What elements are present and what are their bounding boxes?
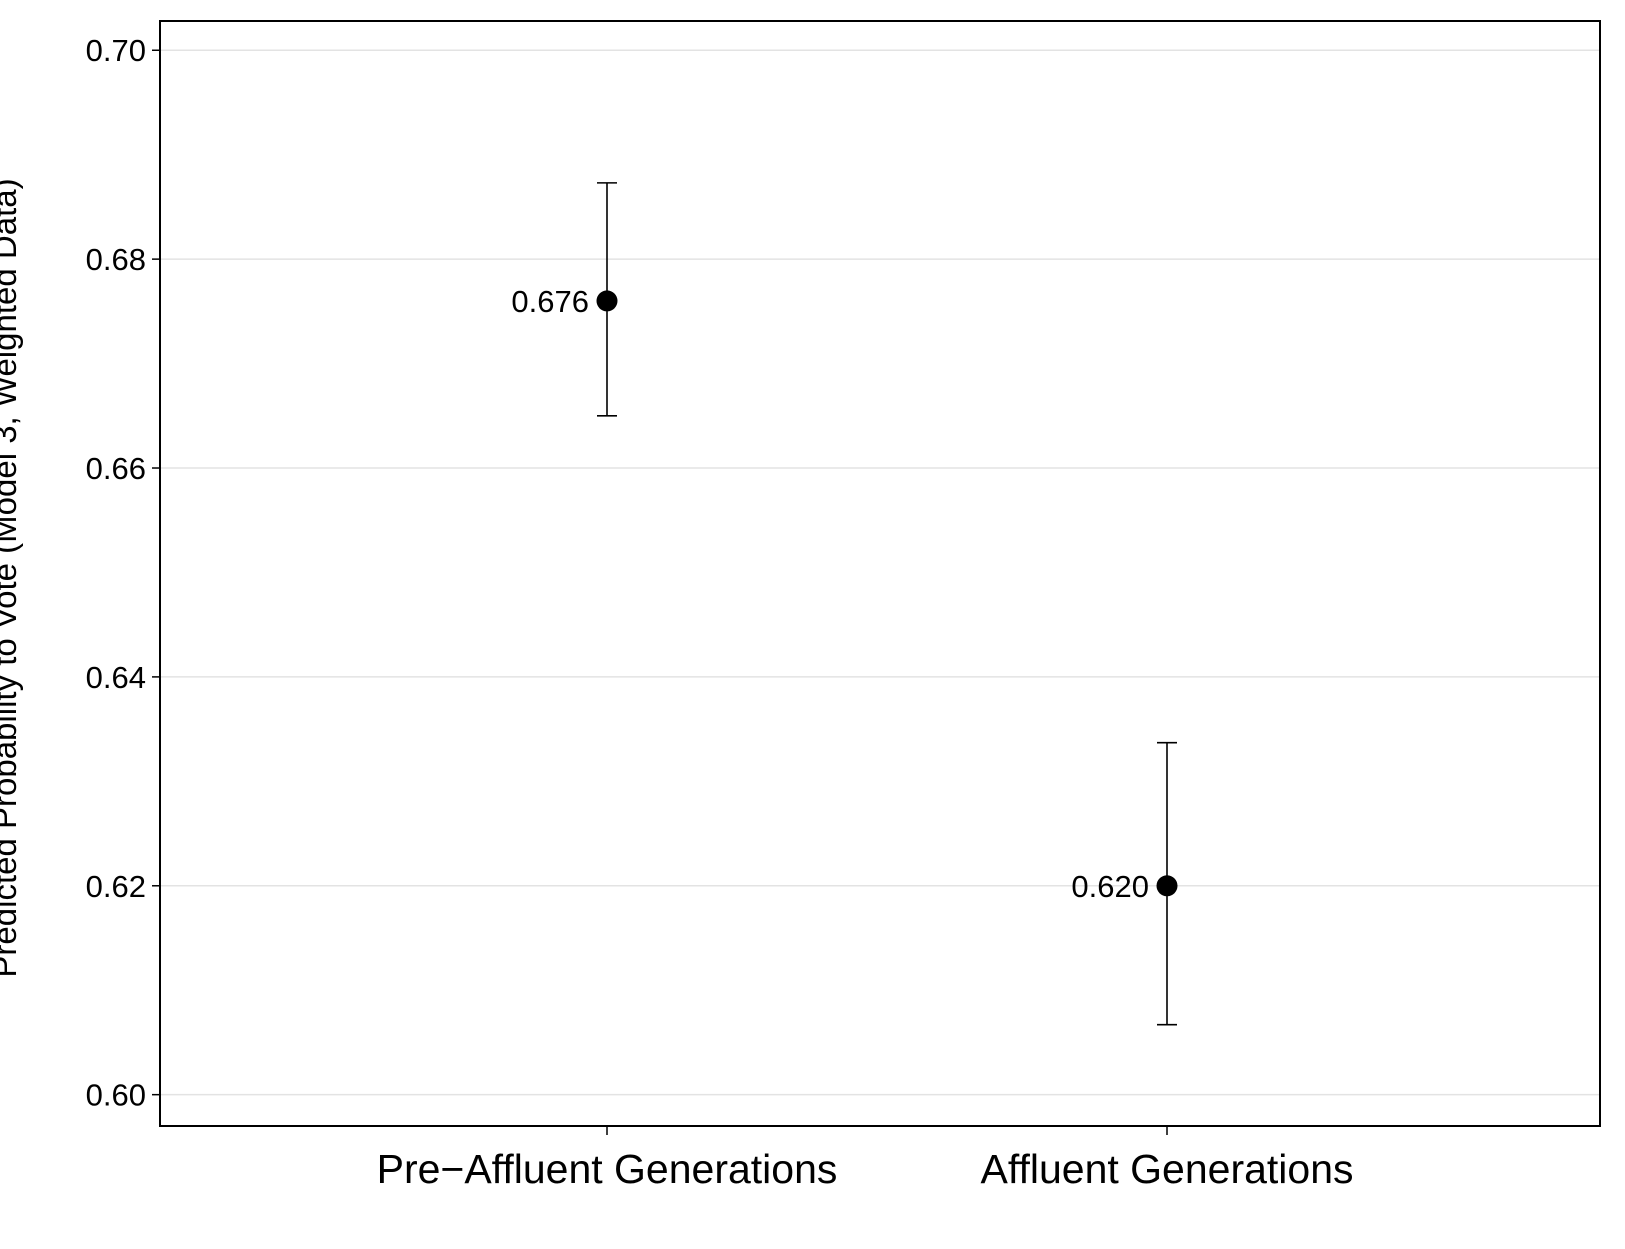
y-tick-label: 0.64 bbox=[86, 660, 146, 695]
data-label: 0.620 bbox=[1071, 869, 1149, 904]
data-point bbox=[596, 290, 618, 312]
y-tick-label: 0.62 bbox=[86, 869, 146, 904]
x-tick-label: Pre−Affluent Generations bbox=[377, 1146, 838, 1192]
x-tick-label: Affluent Generations bbox=[980, 1146, 1353, 1192]
gridlines bbox=[160, 49, 1600, 1096]
plot-frame bbox=[159, 20, 1601, 1127]
y-tick-label: 0.66 bbox=[86, 451, 146, 486]
axes: 0.60 0.62 0.64 0.66 0.68 0.70 Pre−Affluent Gen… bbox=[86, 20, 1601, 1192]
y-tick-label: 0.60 bbox=[86, 1078, 146, 1113]
data-label: 0.676 bbox=[511, 284, 589, 319]
y-tick-label: 0.68 bbox=[86, 242, 146, 277]
y-tick-label: 0.70 bbox=[86, 33, 146, 68]
y-axis-label: Predicted Probability to Vote (Model 3, … bbox=[0, 178, 23, 977]
data-marks: 0.676 0.620 bbox=[511, 182, 1178, 1026]
data-point bbox=[1156, 875, 1178, 897]
